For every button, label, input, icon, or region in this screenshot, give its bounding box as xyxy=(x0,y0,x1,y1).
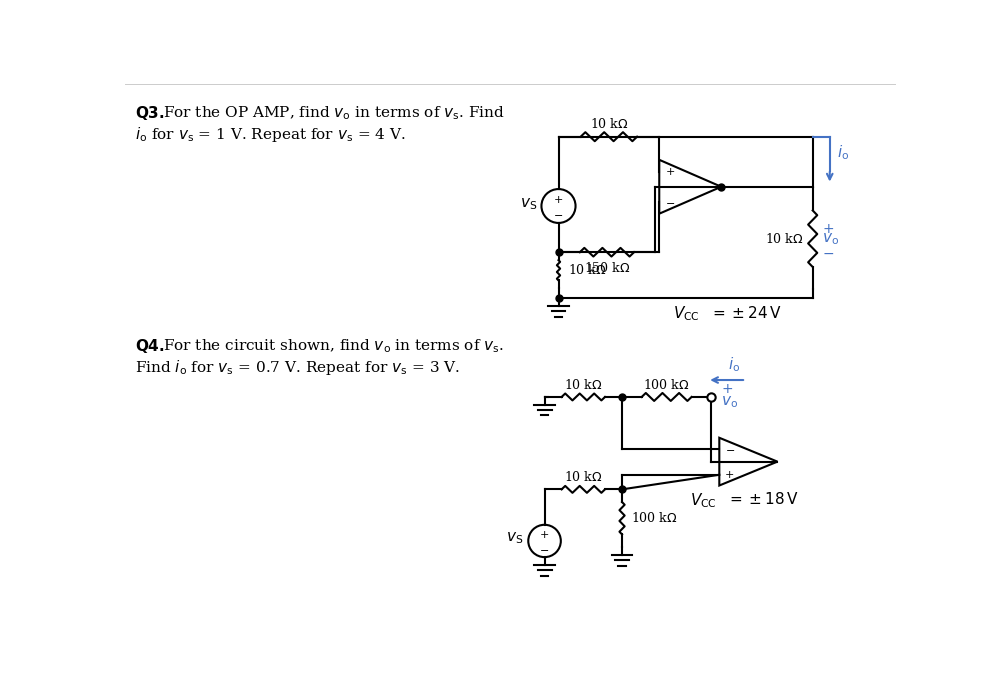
Text: +: + xyxy=(540,530,549,540)
Text: 10 k$\Omega$: 10 k$\Omega$ xyxy=(568,264,607,277)
Text: $-$: $-$ xyxy=(822,246,835,259)
Text: 10 k$\Omega$: 10 k$\Omega$ xyxy=(765,232,804,246)
Text: $-$: $-$ xyxy=(554,208,564,219)
Text: $-$: $-$ xyxy=(725,444,735,453)
Text: $-$: $-$ xyxy=(665,197,675,206)
Text: $v_\mathrm{S}$: $v_\mathrm{S}$ xyxy=(521,196,538,212)
Text: +: + xyxy=(665,167,675,177)
Text: Find $i_\mathrm{o}$ for $v_\mathrm{s}$ = 0.7 V. Repeat for $v_\mathrm{s}$ = 3 V.: Find $i_\mathrm{o}$ for $v_\mathrm{s}$ =… xyxy=(134,359,459,377)
Text: $= \pm 24\,\mathrm{V}$: $= \pm 24\,\mathrm{V}$ xyxy=(709,304,781,321)
Text: 10 k$\Omega$: 10 k$\Omega$ xyxy=(564,377,603,391)
Text: For the OP AMP, find $v_\mathrm{o}$ in terms of $v_\mathrm{s}$. Find: For the OP AMP, find $v_\mathrm{o}$ in t… xyxy=(163,104,505,122)
Text: $i_\mathrm{o}$ for $v_\mathrm{s}$ = 1 V. Repeat for $v_\mathrm{s}$ = 4 V.: $i_\mathrm{o}$ for $v_\mathrm{s}$ = 1 V.… xyxy=(134,125,405,144)
Text: 150 k$\Omega$: 150 k$\Omega$ xyxy=(584,261,630,275)
Text: $-$: $-$ xyxy=(540,544,550,553)
Text: For the circuit shown, find $v_\mathrm{o}$ in terms of $v_\mathrm{s}$.: For the circuit shown, find $v_\mathrm{o… xyxy=(163,337,504,355)
Text: $i_\mathrm{o}$: $i_\mathrm{o}$ xyxy=(837,143,849,161)
Text: $\mathbf{Q3.}$: $\mathbf{Q3.}$ xyxy=(134,104,164,122)
Text: $v_\mathrm{S}$: $v_\mathrm{S}$ xyxy=(506,531,524,546)
Text: $= \pm 18\,\mathrm{V}$: $= \pm 18\,\mathrm{V}$ xyxy=(727,491,799,507)
Text: $V_\mathrm{CC}$: $V_\mathrm{CC}$ xyxy=(690,491,717,510)
Text: +: + xyxy=(721,382,733,396)
Text: +: + xyxy=(554,195,563,205)
Text: $V_\mathrm{CC}$: $V_\mathrm{CC}$ xyxy=(673,304,700,323)
Text: 100 k$\Omega$: 100 k$\Omega$ xyxy=(643,377,690,391)
Text: 10 k$\Omega$: 10 k$\Omega$ xyxy=(590,117,628,131)
Text: $v_\mathrm{o}$: $v_\mathrm{o}$ xyxy=(822,231,839,246)
Text: 10 k$\Omega$: 10 k$\Omega$ xyxy=(564,470,603,484)
Text: 100 k$\Omega$: 100 k$\Omega$ xyxy=(631,511,678,525)
Text: $\mathbf{Q4.}$: $\mathbf{Q4.}$ xyxy=(134,337,164,355)
Text: +: + xyxy=(822,222,834,237)
Text: $i_\mathrm{o}$: $i_\mathrm{o}$ xyxy=(728,355,741,374)
Text: +: + xyxy=(725,470,734,480)
Text: $v_\mathrm{o}$: $v_\mathrm{o}$ xyxy=(721,395,738,410)
